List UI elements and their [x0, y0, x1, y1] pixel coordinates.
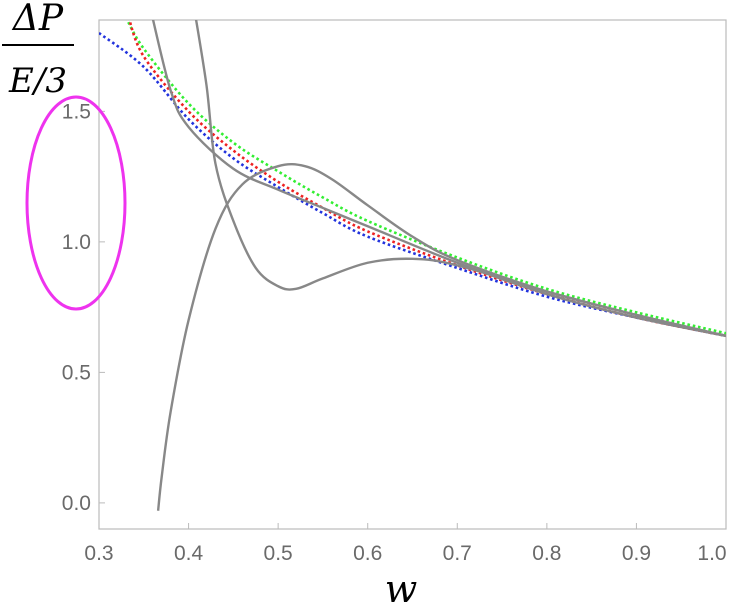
x-tick-label: 0.8	[532, 542, 561, 565]
highlight-ellipse	[25, 95, 127, 311]
y-axis-label-denominator: E/3	[8, 61, 67, 101]
x-tick-label: 1.0	[697, 542, 726, 565]
y-axis-label-numerator: ΔP	[11, 0, 64, 39]
plot-frame	[98, 19, 727, 530]
y-tick-label: 1.0	[62, 231, 91, 254]
y-tick-label: 1.5	[62, 100, 91, 123]
x-tick-label: 0.3	[84, 542, 113, 565]
series-line-5	[194, 20, 726, 338]
series-line-4	[151, 20, 726, 338]
series-line-1	[125, 20, 726, 335]
x-ticks: 0.3 0.4 0.5 0.6 0.7 0.8 0.9 1.0	[84, 523, 727, 565]
y-tick-label: 0.0	[62, 492, 91, 515]
x-tick-label: 0.5	[264, 542, 293, 565]
series-layer	[99, 20, 726, 511]
x-tick-label: 0.7	[443, 542, 472, 565]
x-tick-label: 0.6	[353, 542, 382, 565]
series-line-2	[128, 20, 726, 338]
x-tick-label: 0.4	[174, 542, 204, 565]
x-axis-label: w	[385, 567, 418, 611]
series-line-6	[156, 163, 726, 511]
y-axis-label: ΔP E/3	[2, 0, 74, 101]
series-line-3	[99, 32, 726, 338]
y-ticks: 0.0 0.5 1.0 1.5	[62, 100, 105, 515]
x-tick-label: 0.9	[622, 542, 651, 565]
y-tick-label: 0.5	[62, 361, 91, 384]
